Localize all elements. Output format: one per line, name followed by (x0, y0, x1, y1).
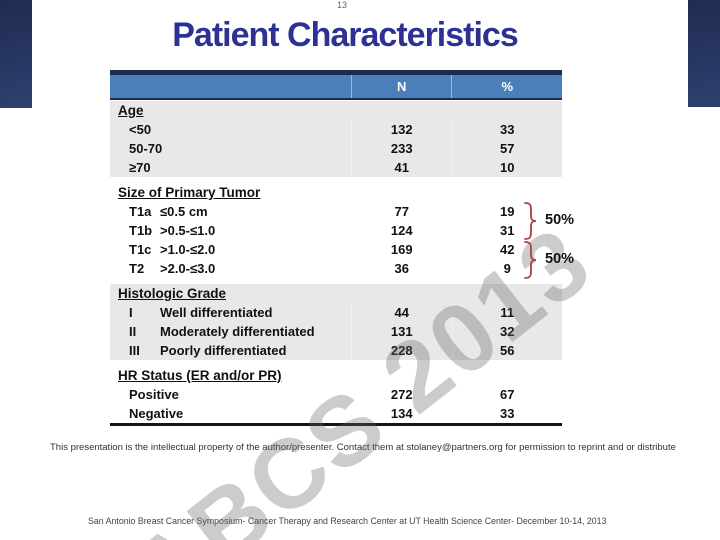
table-row: Positive 272 67 (110, 385, 562, 404)
row-label: 50-70 (129, 141, 163, 156)
table-row: 50-70 233 57 (110, 139, 562, 158)
row-label: <50 (129, 122, 152, 137)
row-prefix: II (129, 324, 137, 339)
table-row: <50 132 33 (110, 120, 562, 139)
section-title: Histologic Grade (118, 286, 227, 301)
row-prefix: T2 (129, 261, 145, 276)
table-section: Age <50 132 33 50-70 233 57 ≥70 41 10 (110, 101, 562, 177)
group-percentage-label-2: 50% (545, 251, 575, 267)
row-pct-value: 57 (451, 139, 562, 158)
row-label: T2 >2.0-≤3.0 (129, 261, 216, 276)
symposium-footer: San Antonio Breast Cancer Symposium- Can… (88, 516, 607, 526)
row-label: T1a ≤0.5 cm (129, 204, 208, 219)
header-cell-n: N (350, 75, 452, 98)
corner-bar-left (0, 0, 32, 108)
row-pct-value: 19 (451, 202, 562, 221)
row-pct-value: 9 (451, 259, 562, 278)
table-row: T1a ≤0.5 cm 77 19 (110, 202, 562, 221)
row-pct-value: 56 (451, 341, 562, 360)
row-pct-value: 31 (451, 221, 562, 240)
section-title: Size of Primary Tumor (118, 185, 261, 200)
row-n-value: 41 (350, 158, 452, 177)
row-n-value: 77 (350, 202, 452, 221)
table-row: I Well differentiated 44 11 (110, 303, 562, 322)
section-title: HR Status (ER and/or PR) (118, 368, 282, 383)
row-n-value: 233 (350, 139, 452, 158)
row-n-value: 272 (350, 385, 452, 404)
row-label: Negative (129, 406, 184, 421)
row-n-value: 131 (350, 322, 452, 341)
table-section: Size of Primary Tumor T1a ≤0.5 cm 77 19 T1b >0… (110, 183, 562, 278)
row-n-value: 36 (350, 259, 452, 278)
row-pct-value: 11 (451, 303, 562, 322)
header-cell-empty (110, 75, 351, 98)
row-pct-value: 33 (451, 120, 562, 139)
table-row: III Poorly differentiated 228 56 (110, 341, 562, 360)
row-n-value: 134 (350, 404, 452, 423)
page-number: 13 (337, 0, 348, 10)
row-label: T1b >0.5-≤1.0 (129, 223, 216, 238)
group-brace-t1a-t1b (523, 201, 537, 246)
table-bottom-border (110, 423, 562, 426)
row-pct-value: 32 (451, 322, 562, 341)
row-label: T1c >1.0-≤2.0 (129, 242, 216, 257)
row-n-value: 124 (350, 221, 452, 240)
row-n-value: 228 (350, 341, 452, 360)
corner-bar-right (688, 0, 720, 107)
row-n-value: 169 (350, 240, 452, 259)
table-row: T2 >2.0-≤3.0 36 9 (110, 259, 562, 278)
row-label: Positive (129, 387, 179, 402)
row-pct-value: 10 (451, 158, 562, 177)
table-top-border (110, 70, 562, 75)
group-brace-t1c-t2 (523, 240, 537, 285)
table-section: Histologic Grade I Well differentiated 44 11… (110, 284, 562, 360)
table-row: T1b >0.5-≤1.0 124 31 (110, 221, 562, 240)
table-row: Negative 134 33 (110, 404, 562, 423)
section-title: Age (118, 103, 144, 118)
row-prefix: T1a (129, 204, 152, 219)
row-label: II Moderately differentiated (129, 324, 315, 339)
table-row: T1c >1.0-≤2.0 169 42 (110, 240, 562, 259)
row-prefix: T1b (129, 223, 153, 238)
row-prefix: III (129, 343, 140, 358)
row-n-value: 44 (350, 303, 452, 322)
group-percentage-label-1: 50% (545, 212, 575, 228)
permission-footer: This presentation is the intellectual pr… (50, 442, 676, 453)
patient-characteristics-table: N % Age <50 132 33 50-70 233 57 ≥70 41 10 Size of … (110, 70, 562, 426)
header-cell-pct: % (451, 75, 562, 98)
row-label: III Poorly differentiated (129, 343, 287, 358)
table-body: Age <50 132 33 50-70 233 57 ≥70 41 10 Size of Prim… (110, 100, 562, 423)
table-row: ≥70 41 10 (110, 158, 562, 177)
row-prefix: I (129, 305, 133, 320)
row-label: I Well differentiated (129, 305, 273, 320)
table-header-row: N % (110, 75, 562, 100)
row-label: ≥70 (129, 160, 151, 175)
row-pct-value: 33 (451, 404, 562, 423)
row-pct-value: 67 (451, 385, 562, 404)
table-row: II Moderately differentiated 131 32 (110, 322, 562, 341)
table-section: HR Status (ER and/or PR) Positive 272 67 Neg… (110, 366, 562, 423)
page-title: Patient Characteristics (172, 16, 519, 54)
row-prefix: T1c (129, 242, 152, 257)
row-n-value: 132 (350, 120, 452, 139)
row-pct-value: 42 (451, 240, 562, 259)
